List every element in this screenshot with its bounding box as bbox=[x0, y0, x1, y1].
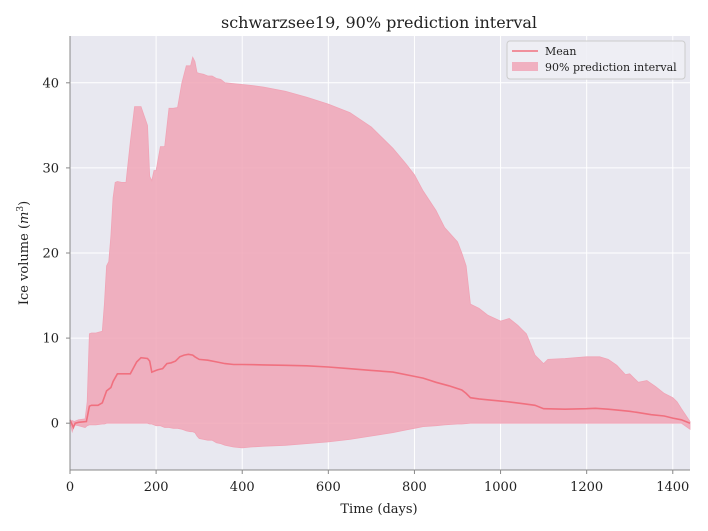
x-axis-label: Time (days) bbox=[340, 502, 417, 517]
series-layer bbox=[69, 56, 691, 449]
mean-line bbox=[69, 353, 691, 430]
y-axis-label: Ice volume (m3) bbox=[16, 201, 32, 305]
x-tick-label: 1000 bbox=[484, 480, 517, 495]
y-axis-label-close: ) bbox=[17, 201, 32, 206]
legend-mean-label: Mean bbox=[545, 45, 576, 58]
legend: Mean 90% prediction interval bbox=[506, 40, 686, 80]
x-tick-label: 1400 bbox=[656, 480, 689, 495]
x-tick-label: 200 bbox=[144, 480, 169, 495]
legend-box bbox=[506, 40, 686, 80]
x-tick-label: 1200 bbox=[570, 480, 603, 495]
chart-title: schwarzsee19, 90% prediction interval bbox=[221, 13, 537, 32]
x-tick-label: 0 bbox=[66, 480, 74, 495]
y-tick-label: 0 bbox=[51, 417, 59, 432]
y-tick-label: 30 bbox=[42, 161, 59, 176]
y-axis-label-main: Ice volume ( bbox=[17, 224, 32, 305]
prediction-interval-band bbox=[69, 56, 691, 449]
x-tick-label: 400 bbox=[230, 480, 255, 495]
y-tick-label: 40 bbox=[42, 76, 59, 91]
y-tick-label: 20 bbox=[42, 247, 59, 262]
y-axis-label-exponent: 3 bbox=[16, 206, 26, 212]
tick-labels: 0 200 400 600 800 1000 1200 1400 0 10 20 30 40 bbox=[42, 76, 689, 495]
y-tick-label: 10 bbox=[42, 332, 59, 347]
x-tick-label: 600 bbox=[316, 480, 341, 495]
y-axis-label-unit: m bbox=[17, 212, 32, 224]
x-tick-label: 800 bbox=[402, 480, 427, 495]
legend-interval-label: 90% prediction interval bbox=[545, 61, 677, 74]
legend-interval-swatch bbox=[512, 62, 538, 71]
